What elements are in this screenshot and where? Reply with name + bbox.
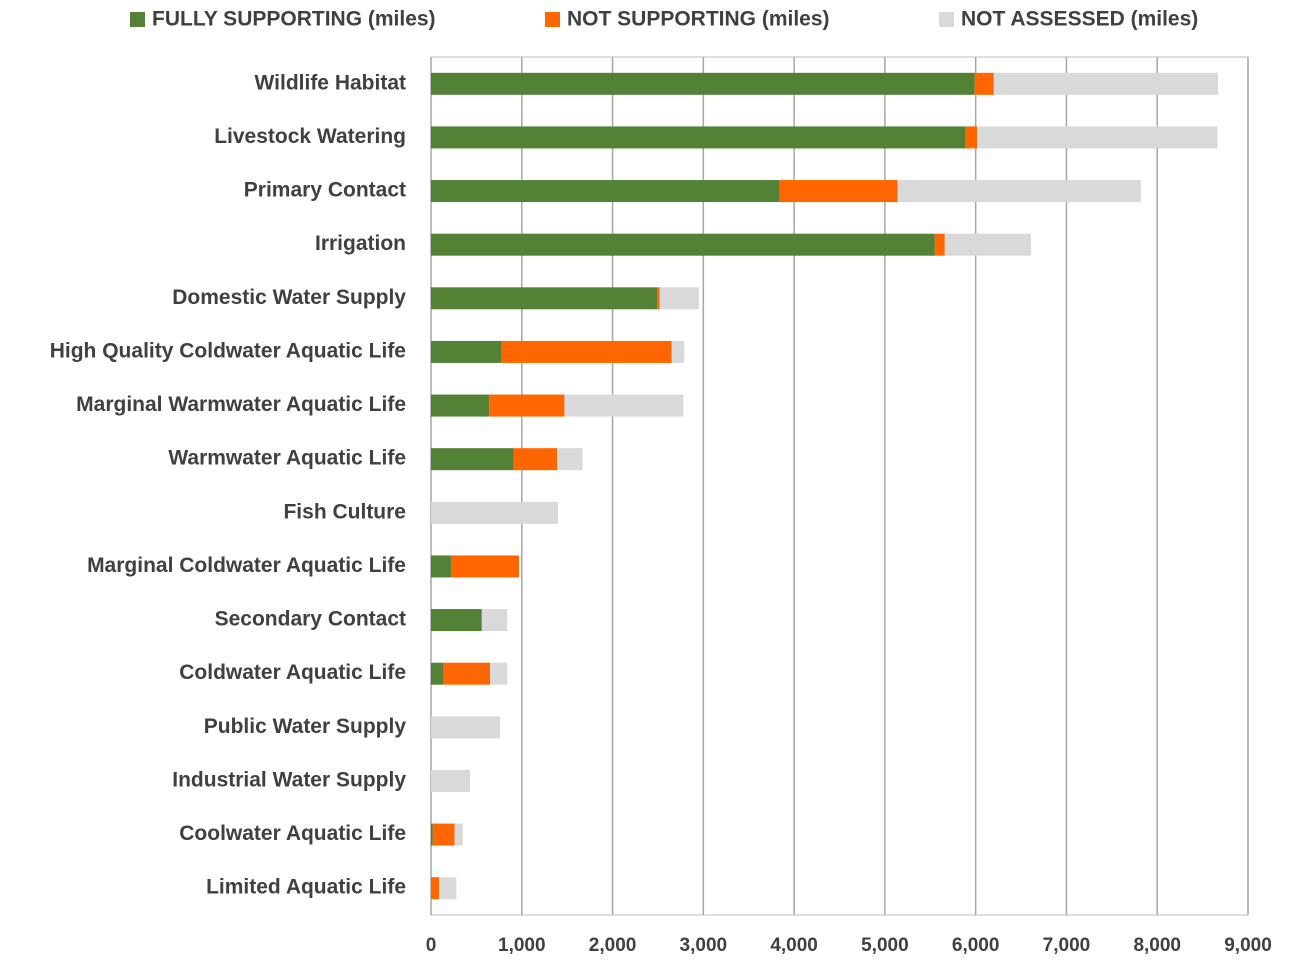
- y-tick-label: Fish Culture: [283, 500, 406, 523]
- bar-segment: [659, 287, 699, 310]
- y-tick-label: Limited Aquatic Life: [206, 876, 406, 899]
- bar-segment: [431, 877, 440, 900]
- bar-segment: [977, 126, 1218, 149]
- bar-segment: [431, 72, 975, 95]
- bar-segment: [431, 394, 490, 417]
- bar-segment: [490, 662, 508, 685]
- bar-segment: [439, 877, 457, 900]
- bar-segment: [897, 180, 1141, 203]
- bar-segment: [557, 448, 583, 471]
- y-tick-label: Wildlife Habitat: [255, 71, 406, 94]
- x-tick-label: 1,000: [498, 935, 546, 956]
- bar-segment: [974, 72, 994, 95]
- legend-swatch: [130, 12, 145, 27]
- legend-swatch: [939, 12, 954, 27]
- bar-segment: [431, 823, 433, 846]
- bar-segment: [431, 501, 559, 524]
- bar-segment: [431, 448, 514, 471]
- bar-segment: [671, 340, 685, 363]
- bar-segment: [432, 823, 455, 846]
- x-tick-label: 5,000: [861, 935, 909, 956]
- legend-label: NOT ASSESSED (miles): [961, 8, 1198, 31]
- bar-segment: [993, 72, 1219, 95]
- x-tick-label: 0: [426, 935, 437, 956]
- y-tick-label: Coldwater Aquatic Life: [179, 661, 406, 684]
- y-tick-label: Marginal Warmwater Aquatic Life: [76, 393, 406, 416]
- y-tick-label: Irrigation: [315, 232, 406, 255]
- legend-swatch: [545, 12, 560, 27]
- bar-segment: [431, 555, 451, 578]
- y-tick-label: Primary Contact: [244, 179, 406, 202]
- y-tick-label: Industrial Water Supply: [172, 768, 406, 791]
- x-tick-label: 4,000: [770, 935, 818, 956]
- y-tick-label: High Quality Coldwater Aquatic Life: [50, 339, 406, 362]
- x-tick-label: 7,000: [1043, 935, 1091, 956]
- y-tick-label: Warmwater Aquatic Life: [168, 447, 406, 470]
- y-tick-label: Public Water Supply: [204, 715, 407, 738]
- bar-segment: [431, 716, 500, 739]
- y-tick-label: Livestock Watering: [214, 125, 406, 148]
- legend-label: NOT SUPPORTING (miles): [567, 8, 830, 31]
- x-tick-label: 2,000: [589, 935, 637, 956]
- bar-segment: [431, 662, 444, 685]
- y-tick-label: Domestic Water Supply: [172, 286, 406, 309]
- bar-segment: [450, 555, 520, 578]
- x-tick-label: 3,000: [680, 935, 728, 956]
- bar-segment: [513, 448, 558, 471]
- bar-segment: [431, 180, 780, 203]
- bar-segment: [501, 340, 672, 363]
- bar-segment: [965, 126, 978, 149]
- bar-segment: [454, 823, 463, 846]
- bar-segment: [489, 394, 565, 417]
- bar-segment: [944, 233, 1032, 256]
- legend-label: FULLY SUPPORTING (miles): [152, 8, 436, 31]
- bar-segment: [657, 287, 660, 310]
- y-tick-label: Coolwater Aquatic Life: [179, 822, 406, 845]
- x-tick-label: 6,000: [952, 935, 1000, 956]
- bar-segment: [431, 340, 502, 363]
- bar-segment: [431, 609, 482, 632]
- y-tick-label: Secondary Contact: [215, 608, 406, 631]
- x-tick-label: 9,000: [1224, 935, 1272, 956]
- x-tick-label: 8,000: [1133, 935, 1181, 956]
- bar-segment: [431, 287, 658, 310]
- bar-segment: [564, 394, 684, 417]
- bar-segment: [443, 662, 491, 685]
- bar-segment: [779, 180, 898, 203]
- bar-segment: [481, 609, 508, 632]
- bar-segment: [934, 233, 945, 256]
- bar-segment: [431, 769, 471, 792]
- bar-segment: [431, 233, 935, 256]
- bar-segment: [431, 126, 966, 149]
- y-tick-label: Marginal Coldwater Aquatic Life: [87, 554, 406, 577]
